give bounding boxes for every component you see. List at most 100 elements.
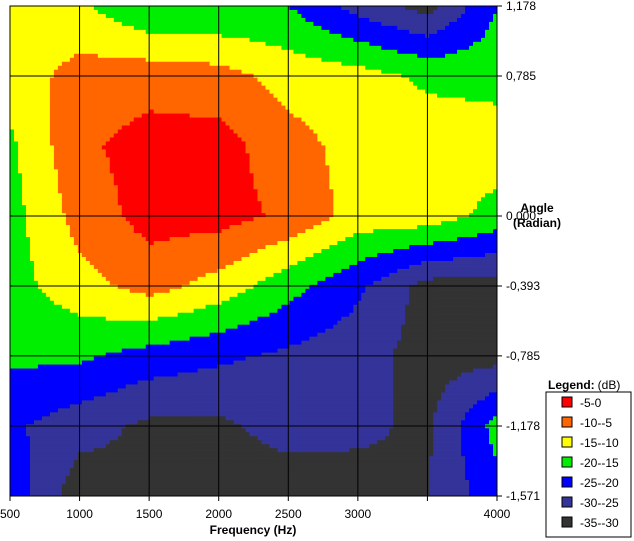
contour-cell — [437, 37, 442, 43]
contour-cell — [193, 105, 199, 111]
contour-cell — [309, 17, 314, 23]
contour-cell — [473, 65, 478, 71]
contour-cell — [10, 69, 15, 75]
contour-cell — [325, 49, 330, 55]
contour-cell — [225, 133, 231, 139]
contour-cell — [137, 41, 143, 47]
contour-cell — [281, 121, 287, 127]
contour-cell — [353, 45, 358, 51]
contour-cell — [165, 81, 171, 87]
contour-cell — [10, 105, 15, 111]
contour-cell — [297, 109, 302, 115]
contour-cell — [373, 161, 378, 166]
contour-cell — [121, 25, 127, 31]
contour-cell — [377, 29, 382, 35]
contour-cell — [465, 145, 470, 151]
contour-cell — [293, 53, 299, 59]
contour-cell — [365, 85, 370, 91]
contour-cell — [77, 37, 83, 43]
contour-cell — [481, 89, 486, 95]
contour-cell — [37, 85, 43, 91]
contour-cell — [337, 53, 342, 59]
contour-cell — [389, 65, 394, 71]
contour-cell — [97, 165, 103, 170]
contour-cell — [17, 85, 23, 91]
contour-cell — [117, 61, 123, 67]
contour-cell — [93, 9, 99, 15]
contour-cell — [181, 113, 187, 119]
contour-cell — [361, 133, 366, 139]
contour-cell — [401, 109, 406, 115]
contour-cell — [141, 65, 147, 71]
contour-cell — [345, 49, 350, 55]
contour-cell — [309, 65, 314, 71]
contour-cell — [285, 9, 291, 15]
contour-cell — [45, 125, 51, 131]
contour-cell — [265, 109, 271, 115]
contour-cell — [417, 21, 422, 27]
contour-cell — [117, 49, 123, 55]
contour-cell — [477, 89, 482, 95]
contour-cell — [437, 157, 442, 162]
contour-cell — [405, 153, 410, 158]
contour-cell — [433, 61, 438, 67]
contour-cell — [353, 81, 358, 87]
contour-cell — [285, 89, 291, 95]
contour-cell — [297, 113, 302, 119]
contour-cell — [325, 165, 330, 170]
contour-cell — [449, 89, 454, 95]
contour-cell — [265, 153, 271, 158]
contour-cell — [189, 157, 195, 162]
contour-cell — [141, 41, 147, 47]
contour-cell — [37, 21, 43, 27]
contour-cell — [65, 117, 71, 123]
contour-cell — [153, 53, 159, 59]
contour-cell — [489, 109, 494, 115]
contour-cell — [10, 101, 15, 107]
contour-cell — [49, 45, 55, 51]
contour-cell — [337, 17, 342, 23]
contour-cell — [293, 141, 299, 147]
contour-cell — [77, 85, 83, 91]
contour-cell — [365, 165, 370, 170]
contour-cell — [361, 57, 366, 63]
contour-cell — [277, 113, 283, 119]
contour-cell — [25, 149, 31, 154]
contour-cell — [489, 65, 494, 71]
contour-cell — [493, 125, 497, 131]
contour-cell — [57, 141, 63, 147]
contour-cell — [85, 137, 91, 143]
contour-cell — [37, 61, 43, 67]
contour-cell — [353, 41, 358, 47]
contour-cell — [121, 41, 127, 47]
contour-cell — [269, 97, 275, 103]
contour-cell — [301, 77, 306, 83]
contour-cell — [401, 17, 406, 23]
contour-cell — [77, 157, 83, 162]
contour-cell — [273, 93, 279, 99]
contour-cell — [141, 125, 147, 131]
contour-cell — [173, 45, 179, 51]
contour-cell — [129, 125, 135, 131]
contour-cell — [113, 33, 119, 39]
contour-cell — [10, 65, 15, 71]
contour-cell — [381, 21, 386, 27]
contour-cell — [477, 101, 482, 107]
contour-cell — [405, 53, 410, 59]
contour-cell — [325, 6, 330, 11]
contour-cell — [365, 6, 370, 11]
contour-cell — [265, 81, 271, 87]
contour-cell — [33, 53, 39, 59]
contour-cell — [73, 121, 79, 127]
contour-cell — [413, 17, 418, 23]
contour-cell — [85, 145, 91, 151]
contour-cell — [113, 25, 119, 31]
contour-cell — [349, 141, 354, 147]
contour-cell — [193, 93, 199, 99]
contour-cell — [61, 125, 67, 131]
contour-cell — [105, 133, 111, 139]
contour-cell — [349, 85, 354, 91]
contour-cell — [221, 81, 227, 87]
contour-cell — [345, 145, 350, 151]
contour-cell — [21, 81, 27, 87]
